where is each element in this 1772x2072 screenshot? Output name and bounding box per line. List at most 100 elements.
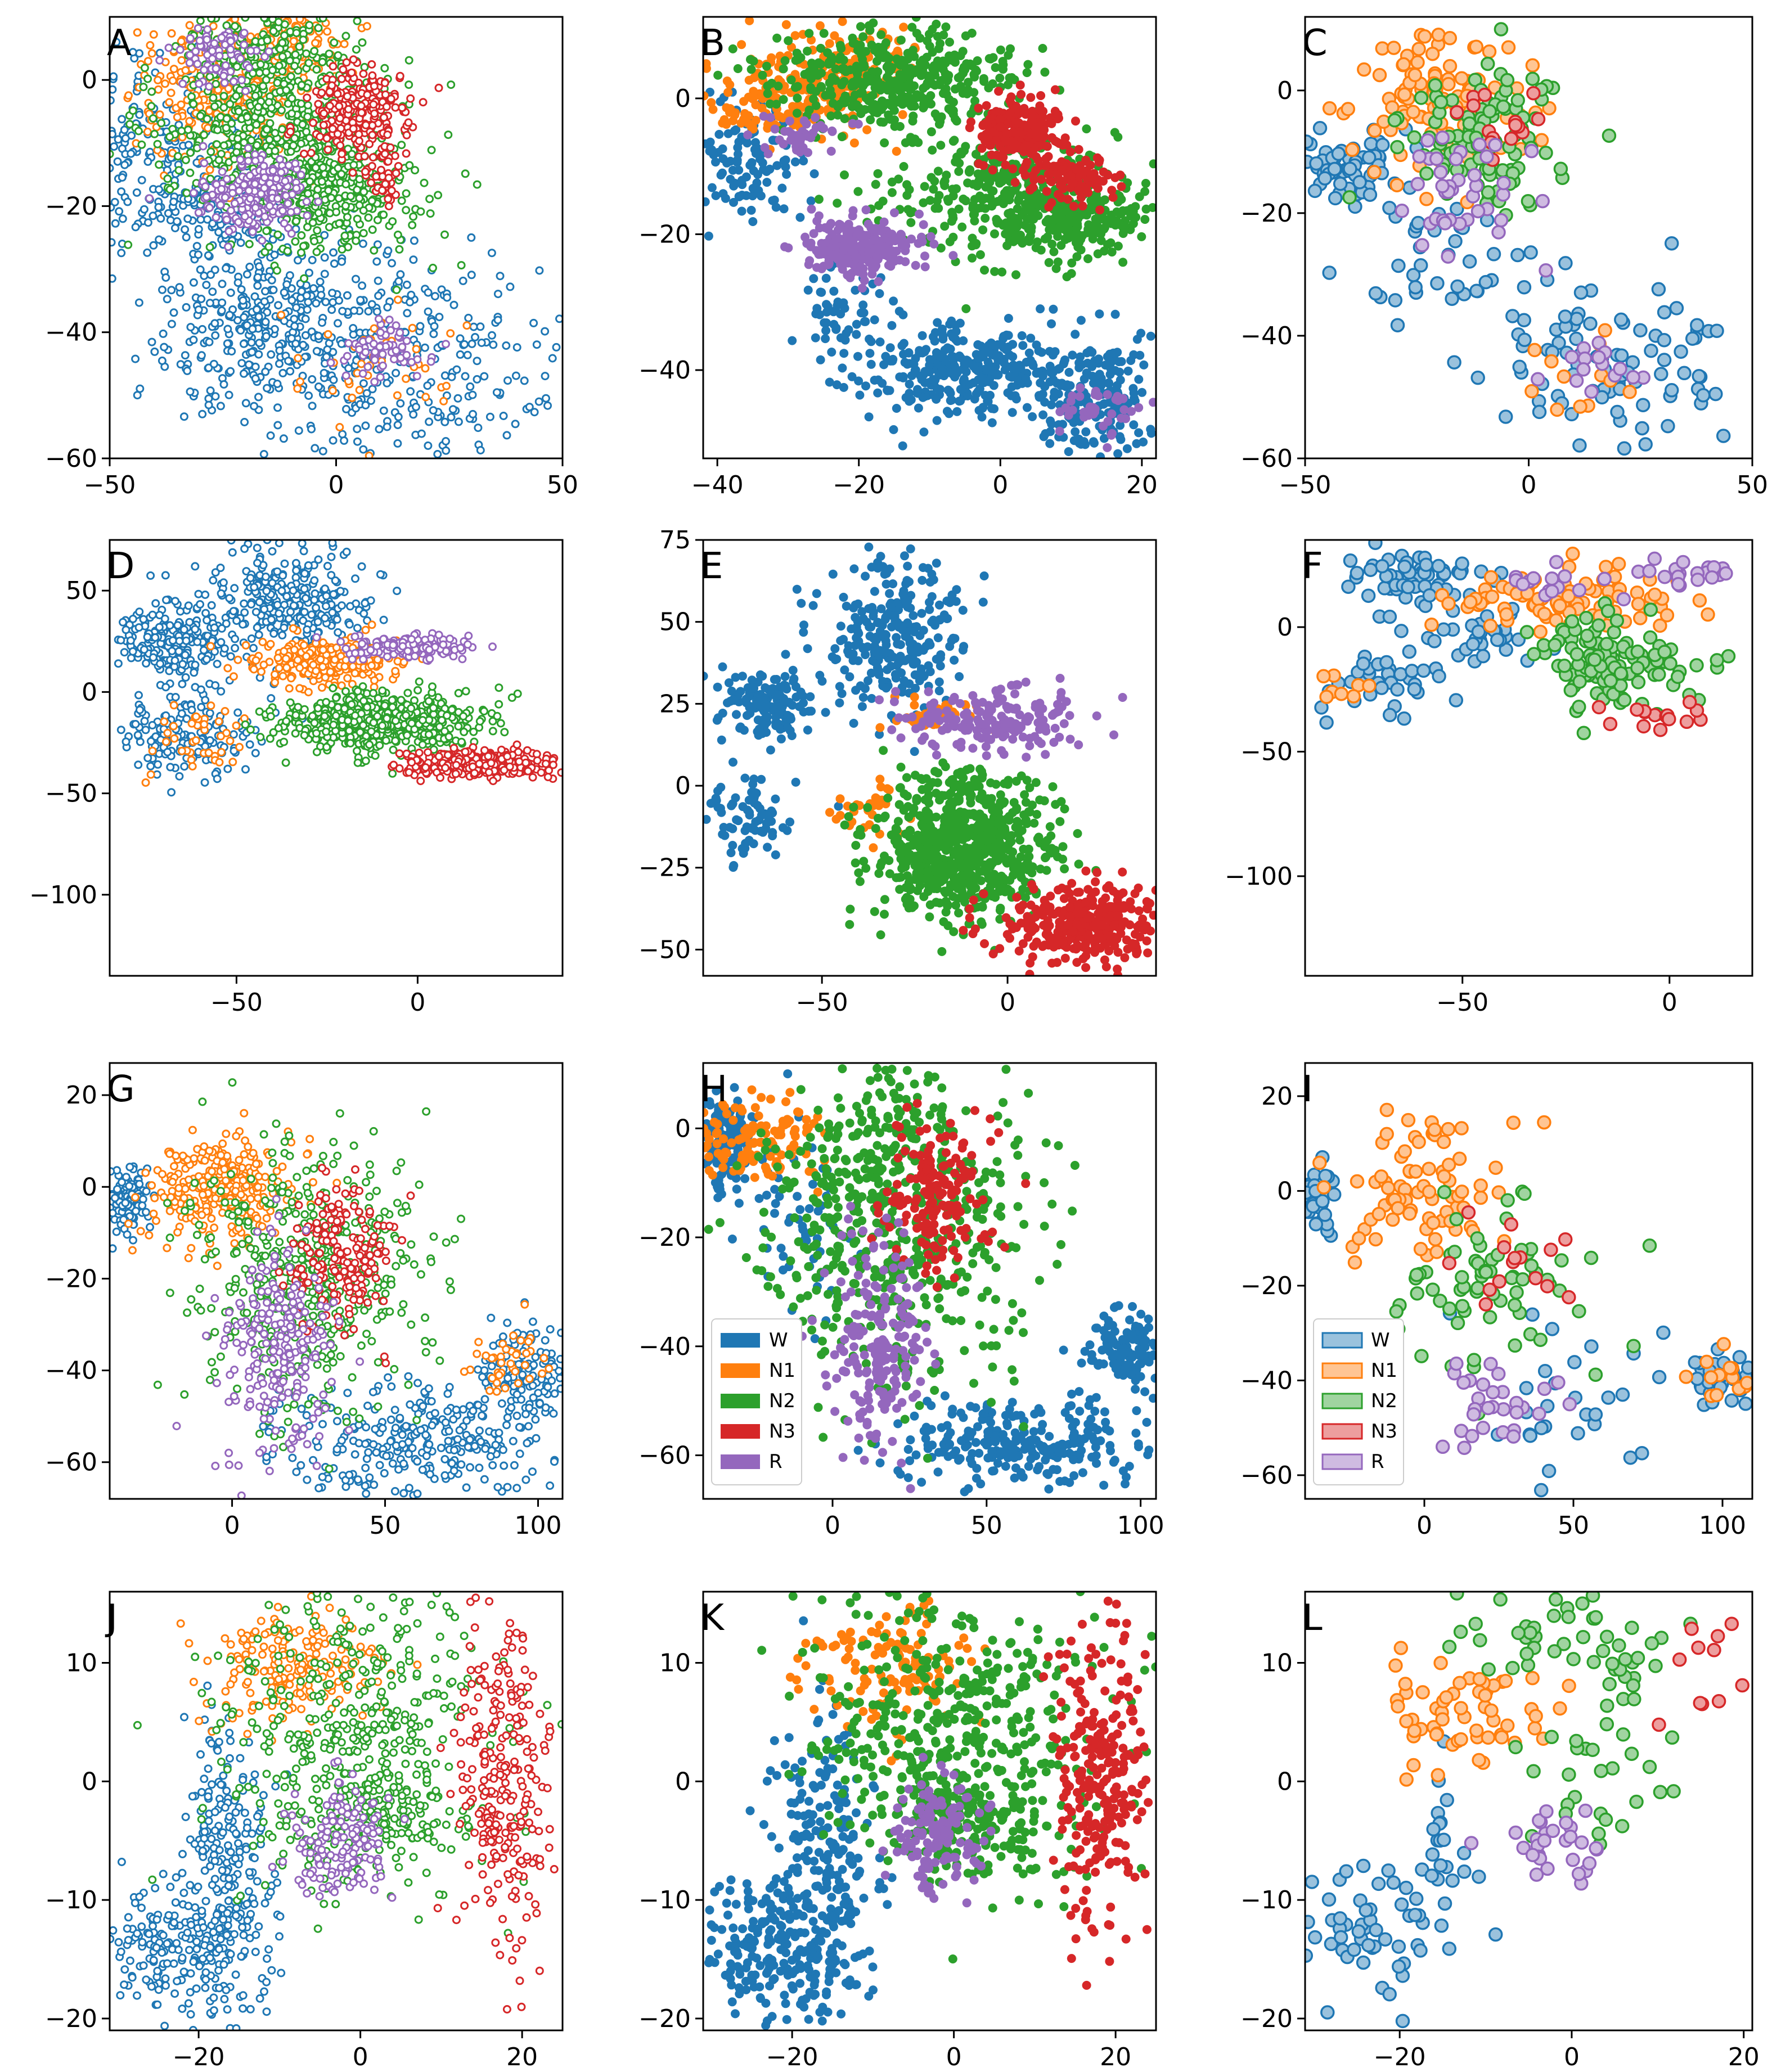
point-N2 bbox=[232, 92, 241, 101]
point-W bbox=[320, 368, 329, 377]
point-W bbox=[940, 345, 950, 355]
point-N2 bbox=[181, 156, 190, 164]
point-N3 bbox=[1008, 145, 1017, 154]
point-N3 bbox=[1026, 93, 1036, 102]
point-N2 bbox=[182, 188, 191, 197]
point-W bbox=[147, 337, 156, 346]
point-R bbox=[376, 373, 385, 382]
point-N2 bbox=[888, 101, 898, 110]
point-N2 bbox=[318, 57, 327, 66]
point-N2 bbox=[876, 98, 886, 107]
point-W bbox=[117, 187, 126, 196]
point-N2 bbox=[749, 56, 758, 66]
point-W bbox=[1113, 348, 1122, 357]
point-W bbox=[260, 297, 269, 306]
point-N1 bbox=[815, 21, 825, 30]
point-W bbox=[194, 225, 203, 233]
point-N2 bbox=[287, 109, 296, 118]
point-R bbox=[412, 372, 421, 381]
point-W bbox=[218, 280, 227, 289]
point-W bbox=[729, 197, 738, 207]
point-W bbox=[110, 197, 119, 206]
point-N1 bbox=[412, 345, 421, 354]
point-N2 bbox=[900, 82, 909, 92]
point-N2 bbox=[340, 231, 349, 240]
point-N1 bbox=[749, 87, 758, 96]
point-W bbox=[1069, 436, 1079, 445]
point-W bbox=[349, 324, 358, 332]
point-W bbox=[314, 382, 323, 391]
point-N2 bbox=[367, 196, 376, 205]
point-W bbox=[469, 409, 477, 418]
point-W bbox=[250, 292, 259, 301]
point-R bbox=[280, 219, 289, 228]
point-W bbox=[181, 225, 190, 234]
point-W bbox=[394, 277, 403, 286]
point-W bbox=[155, 185, 163, 194]
point-W bbox=[983, 397, 993, 406]
point-N1 bbox=[362, 22, 371, 31]
point-W bbox=[1050, 347, 1060, 357]
point-N2 bbox=[959, 194, 968, 204]
point-W bbox=[945, 387, 955, 397]
point-W bbox=[799, 156, 808, 166]
point-W bbox=[852, 330, 861, 339]
point-N2 bbox=[343, 213, 352, 222]
point-W bbox=[809, 274, 818, 283]
point-N1 bbox=[442, 381, 451, 390]
point-W bbox=[110, 130, 116, 138]
point-W bbox=[1134, 428, 1144, 438]
point-R bbox=[220, 78, 229, 87]
point-N1 bbox=[155, 110, 164, 119]
point-N2 bbox=[272, 266, 281, 275]
point-R bbox=[194, 208, 203, 217]
point-W bbox=[707, 183, 717, 192]
point-W bbox=[866, 359, 876, 369]
point-W bbox=[278, 368, 287, 377]
point-N3 bbox=[991, 136, 1001, 145]
point-W bbox=[173, 217, 182, 226]
point-N1 bbox=[146, 41, 155, 49]
point-N1 bbox=[745, 17, 754, 25]
point-R bbox=[224, 242, 232, 251]
point-W bbox=[110, 85, 117, 94]
point-N2 bbox=[312, 65, 321, 74]
point-N1 bbox=[357, 359, 366, 368]
point-W bbox=[467, 233, 476, 242]
point-W bbox=[435, 313, 444, 322]
point-R bbox=[395, 328, 404, 337]
point-W bbox=[183, 214, 192, 223]
point-W bbox=[111, 219, 120, 228]
point-N1 bbox=[167, 88, 176, 97]
point-N2 bbox=[1022, 68, 1032, 78]
point-W bbox=[525, 403, 534, 412]
point-N3 bbox=[368, 130, 377, 139]
point-R bbox=[302, 197, 311, 206]
point-N2 bbox=[205, 242, 214, 251]
point-N1 bbox=[323, 330, 332, 339]
point-W bbox=[499, 412, 508, 420]
point-R bbox=[390, 355, 398, 364]
point-R bbox=[277, 168, 286, 177]
point-W bbox=[803, 285, 813, 295]
point-N2 bbox=[1073, 222, 1082, 232]
point-W bbox=[878, 379, 887, 388]
point-W bbox=[121, 134, 130, 143]
point-W bbox=[429, 406, 438, 415]
point-W bbox=[467, 339, 476, 348]
point-N1 bbox=[348, 393, 357, 402]
point-N2 bbox=[212, 79, 221, 88]
point-W bbox=[520, 376, 529, 385]
point-N2 bbox=[968, 253, 977, 263]
point-W bbox=[186, 323, 195, 332]
point-N2 bbox=[930, 80, 940, 90]
point-N1 bbox=[169, 65, 178, 74]
point-R bbox=[226, 37, 235, 46]
point-N3 bbox=[367, 60, 376, 69]
point-W bbox=[266, 431, 275, 440]
point-W bbox=[895, 372, 905, 382]
point-N3 bbox=[327, 81, 336, 90]
point-N3 bbox=[368, 153, 377, 162]
point-W bbox=[358, 239, 367, 248]
